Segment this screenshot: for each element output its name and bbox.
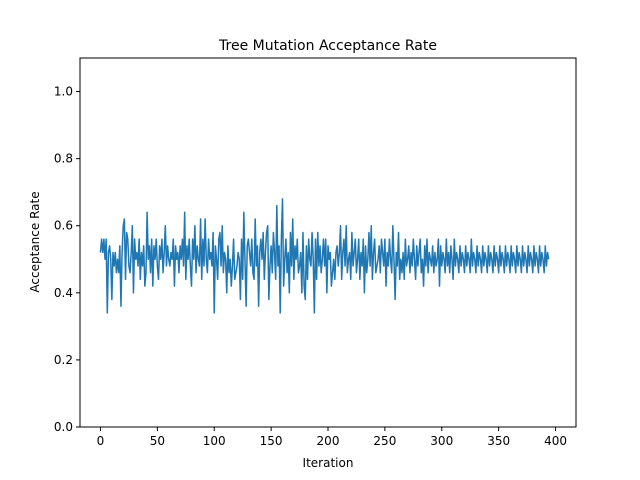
x-tick-label: 150 [260,434,283,448]
x-tick-label: 350 [487,434,510,448]
y-tick-label: 0.6 [54,219,73,233]
x-tick-label: 300 [430,434,453,448]
x-tick-label: 400 [544,434,567,448]
y-tick-label: 0.8 [54,152,73,166]
x-axis-ticks: 0 50 100 150 200 250 300 350 400 [97,427,567,448]
x-tick-label: 200 [317,434,340,448]
series-line-0 [99,198,550,314]
x-tick-label: 100 [203,434,226,448]
chart-title: Tree Mutation Acceptance Rate [218,38,437,54]
y-tick-label: 0.2 [54,353,73,367]
y-tick-label: 1.0 [54,85,73,99]
y-axis-label: Acceptance Rate [28,191,42,292]
x-tick-label: 50 [150,434,165,448]
x-axis-label: Iteration [303,456,354,470]
x-tick-label: 0 [97,434,105,448]
x-tick-label: 250 [373,434,396,448]
axes-frame [79,57,577,428]
y-tick-label: 0.0 [54,420,73,434]
y-axis-ticks: 0.0 0.2 0.4 0.6 0.8 1.0 [54,85,80,434]
y-tick-label: 0.4 [54,286,73,300]
plot-area [99,198,550,314]
